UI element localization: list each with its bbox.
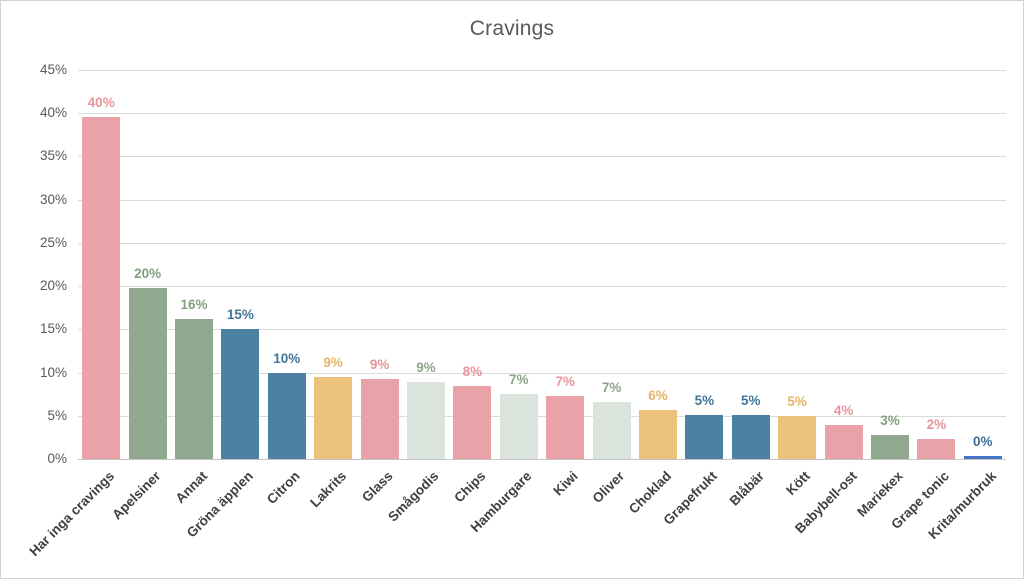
x-axis-category-label: Kiwi [550,468,582,499]
bar-value-label: 7% [555,373,575,389]
y-axis-tick-label: 25% [39,235,67,250]
bar-grape-tonic [917,439,956,459]
bar-hamburgare [499,394,538,459]
y-axis-tick-label: 15% [39,321,67,336]
x-axis-category-label: Annat [172,468,210,506]
y-gridline [78,329,1006,330]
bar-citron [267,373,306,459]
y-gridline [78,113,1006,114]
x-axis-category-label: Blåbär [726,468,767,509]
y-axis-tick-label: 45% [39,62,67,77]
bar-kiwi [546,395,585,459]
x-axis-line [78,459,1006,460]
bar-value-label: 15% [226,307,254,323]
bar-value-label: 40% [87,94,115,110]
x-axis-category-label: Apelsiner [109,468,164,523]
bar-apelsiner [128,287,167,459]
y-axis-tick-label: 35% [39,148,67,163]
bar-oliver [592,401,631,459]
y-axis-tick-label: 10% [39,365,67,380]
x-axis-category-label: Lakrits [307,468,350,511]
bar-babybell-ost [824,425,863,459]
bar-krita-murbruk [963,455,1002,459]
bar-glass [360,378,399,459]
y-axis-tick-label: 5% [47,408,67,423]
bar-lakrits [314,376,353,459]
bar-k-tt [778,415,817,459]
y-gridline [78,373,1006,374]
bar-value-label: 5% [694,392,715,408]
bar-value-label: 6% [648,387,668,403]
bar-gr-na-pplen [221,329,260,459]
bar-sm-godis [407,382,445,459]
bar-value-label: 7% [509,372,529,388]
bar-value-label: 16% [180,297,208,312]
y-gridline [78,200,1006,201]
bar-grapefrukt [685,414,724,459]
bar-value-label: 5% [787,393,807,409]
bar-value-label: 4% [833,403,854,419]
x-axis-category-label: Oliver [589,468,628,506]
x-axis-category-label: Citron [263,468,303,508]
y-axis-tick-label: 40% [39,105,67,120]
chart-title: Cravings [469,17,555,40]
y-gridline [78,156,1006,157]
y-axis-tick-label: 30% [39,192,67,207]
x-axis-category-label: Har inga cravings [26,468,118,560]
bar-choklad [639,409,677,459]
bar-value-label: 9% [416,360,436,376]
bar-annat [175,319,213,459]
y-gridline [78,70,1006,71]
bar-value-label: 10% [273,351,301,367]
bar-chips [453,385,492,459]
x-axis-category-label: Glass [358,468,396,505]
bar-value-label: 20% [134,265,162,281]
bar-mariekex [871,434,909,459]
bar-bl-b-r [731,414,770,459]
x-axis-category-label: Kött [783,468,814,498]
y-gridline [78,286,1006,287]
bar-value-label: 8% [462,363,483,379]
y-axis-tick-label: 20% [39,278,67,293]
bar-value-label: 7% [601,379,622,395]
bar-har-inga-cravings [82,116,121,459]
bar-value-label: 2% [926,417,947,433]
bar-value-label: 9% [323,354,343,370]
bar-value-label: 0% [973,433,993,449]
bar-value-label: 3% [880,412,900,428]
bar-value-label: 5% [741,392,761,408]
y-gridline [78,416,1006,417]
bar-value-label: 9% [369,356,390,372]
y-gridline [78,243,1006,244]
x-axis-category-label: Chips [451,468,489,506]
y-axis-tick-label: 0% [47,451,67,466]
